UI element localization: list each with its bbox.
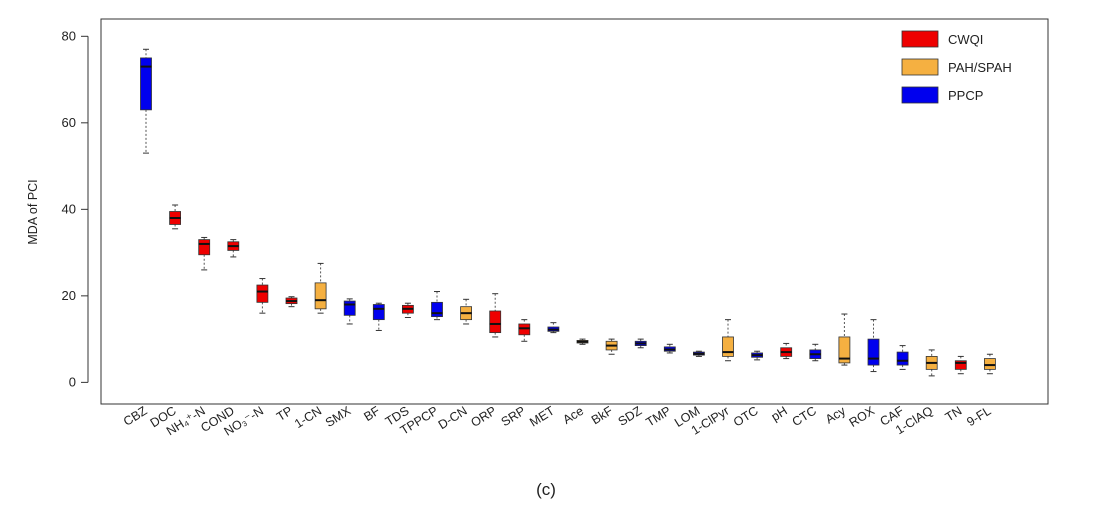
legend-item-PPCP: PPCP <box>901 86 983 104</box>
x-label-SDZ: SDZ <box>616 403 645 428</box>
box-TMP <box>663 343 676 354</box>
box-body <box>722 336 734 357</box>
box-COND <box>227 239 240 258</box>
x-label-BF: BF <box>361 403 382 424</box>
box-BF <box>372 302 385 331</box>
legend-label: CWQI <box>948 32 983 47</box>
box-1-ClPyr <box>722 319 734 362</box>
x-label-1-CN: 1-CN <box>292 404 324 431</box>
x-label-TN: TN <box>943 404 965 425</box>
x-label-TP: TP <box>274 404 295 424</box>
box-SMX <box>343 298 356 325</box>
box-body <box>256 284 269 303</box>
box-BkF <box>605 338 618 355</box>
y-tick-label: 40 <box>62 201 76 216</box>
x-label-ORP: ORP <box>468 404 498 430</box>
x-label-OTC: OTC <box>731 404 761 430</box>
box-body <box>431 301 443 318</box>
box-LOM <box>693 350 705 357</box>
x-label-SMX: SMX <box>323 403 354 430</box>
box-body <box>372 304 385 321</box>
box-Acy <box>838 313 851 366</box>
box-1-ClAQ <box>925 349 938 377</box>
y-axis: 0 20 40 60 80 <box>62 28 89 389</box>
legend-label: PAH/SPAH <box>948 60 1012 75</box>
legend: CWQI PAH/SPAH PPCP <box>901 30 1012 104</box>
box-body <box>140 57 152 111</box>
legend-swatch <box>901 58 939 76</box>
legend-item-CWQI: CWQI <box>901 30 983 48</box>
box-Ace <box>576 338 589 345</box>
x-label-CBZ: CBZ <box>121 403 150 428</box>
box-TDS <box>401 302 414 318</box>
box-CAF <box>896 345 909 370</box>
box-TN <box>954 355 967 375</box>
box-NO₃⁻-N <box>256 278 269 314</box>
box-DOC <box>169 204 182 230</box>
box-pH <box>780 342 793 360</box>
box-body <box>343 300 356 316</box>
box-TPPCP <box>431 291 443 321</box>
x-label-9-FL: 9-FL <box>964 404 993 430</box>
box-TP <box>285 296 298 308</box>
legend-swatch <box>901 86 939 104</box>
box-SRP <box>518 319 531 342</box>
legend-swatch <box>901 30 939 48</box>
box-body <box>518 323 531 336</box>
box-CTC <box>809 343 822 362</box>
box-body <box>314 282 327 310</box>
box-SDZ <box>634 338 647 349</box>
y-axis-title: MDA of PCI <box>26 179 40 244</box>
legend-item-PAH/SPAH: PAH/SPAH <box>901 58 1012 76</box>
box-body <box>984 358 996 370</box>
box-D-CN <box>460 298 473 325</box>
box-MET <box>547 322 560 334</box>
box-body <box>489 310 502 334</box>
panel-label: (c) <box>536 480 556 499</box>
box-OTC <box>751 350 763 361</box>
box-ROX <box>867 319 880 373</box>
box-body <box>896 351 909 366</box>
box-NH₄⁺-N <box>198 236 211 271</box>
x-label-ROX: ROX <box>847 403 878 430</box>
y-tick-label: 0 <box>69 374 76 389</box>
plot-frame <box>100 18 1049 405</box>
box-1-CN <box>314 262 327 314</box>
box-body <box>954 360 967 370</box>
x-label-D-CN: D-CN <box>436 404 470 432</box>
y-tick-label: 20 <box>62 288 76 303</box>
legend-label: PPCP <box>948 88 983 103</box>
x-label-MET: MET <box>527 403 557 429</box>
x-label-pH: pH <box>769 404 790 424</box>
x-label-Acy: Acy <box>823 403 849 426</box>
y-tick-label: 60 <box>62 115 76 130</box>
x-label-Ace: Ace <box>560 404 586 427</box>
y-tick-label: 80 <box>62 28 76 43</box>
box-body <box>198 239 211 256</box>
box-ORP <box>489 293 502 338</box>
boxes <box>140 48 996 377</box>
box-9-FL <box>984 353 996 375</box>
x-label-TMP: TMP <box>644 404 674 430</box>
x-label-SRP: SRP <box>499 404 528 429</box>
x-label-CTC: CTC <box>790 404 819 429</box>
box-body <box>867 338 880 366</box>
box-CBZ <box>140 48 152 154</box>
x-label-BkF: BkF <box>589 403 616 427</box>
box-body <box>838 336 851 364</box>
